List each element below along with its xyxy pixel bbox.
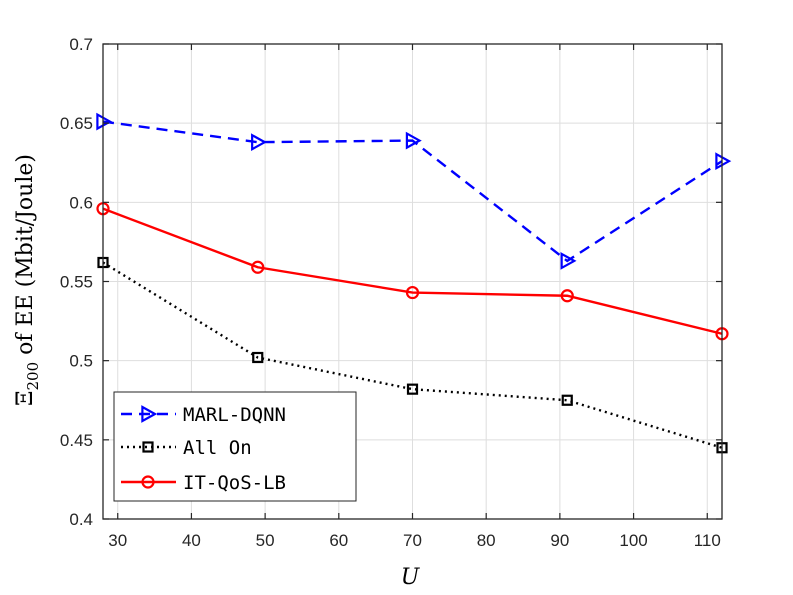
series-line [102,207,723,335]
data-point-marker [405,131,422,150]
series-marl-dqnn [96,112,732,270]
legend-marker [142,441,154,453]
legend-item: MARL-DQNN [121,404,286,426]
data-point-marker [715,152,732,171]
legend-marker [141,405,158,423]
y-tick-label: 0.5 [69,352,93,371]
x-tick-label: 100 [619,531,647,550]
x-tick-label: 50 [256,531,275,550]
y-tick-label: 0.55 [60,273,93,292]
tick-marks [103,43,722,520]
data-point-marker [561,394,573,406]
series-line [102,120,723,263]
y-axis-label-subscript: 200 [24,362,42,391]
legend-item: IT-QoS-LB [121,472,286,494]
y-tick-label: 0.7 [69,35,93,54]
y-tick-label: 0.65 [60,114,93,133]
x-tick-label: 70 [403,531,422,550]
legend: MARL-DQNN All On IT-QoS-LB [113,391,357,502]
x-axis-label: U [401,565,421,590]
legend-label: IT-QoS-LB [183,472,286,494]
data-point-marker [251,133,268,152]
data-point-marker [560,289,574,303]
x-tick-labels: 30 40 50 60 70 80 90 100 110 [108,531,721,550]
data-point-marker [252,351,264,364]
y-axis-label: Ξ200 of EE (Mbit/Joule) [13,154,42,406]
data-point-marker [405,285,420,300]
data-point-marker [251,260,265,274]
x-tick-label: 40 [182,531,201,550]
x-tick-label: 110 [694,531,721,550]
y-axis-label-symbol: Ξ [13,391,38,406]
y-tick-label: 0.45 [60,431,93,450]
x-tick-label: 90 [550,531,569,550]
data-point-marker [560,252,577,270]
x-tick-label: 60 [329,531,348,550]
x-tick-label: 80 [477,531,496,550]
x-tick-label: 30 [108,531,127,550]
y-tick-label: 0.6 [69,193,93,212]
data-point-marker [406,383,419,395]
legend-label: All On [183,437,252,459]
legend-item: All On [121,437,252,459]
legend-marker [141,475,155,489]
y-axis-label-rest: of EE (Mbit/Joule) [13,154,38,362]
y-tick-label: 0.4 [69,510,93,529]
legend-label: MARL-DQNN [183,404,286,426]
y-tick-labels: 0.4 0.45 0.5 0.55 0.6 0.65 0.7 [60,35,93,529]
series-line [102,261,723,449]
data-point-marker [96,112,113,131]
